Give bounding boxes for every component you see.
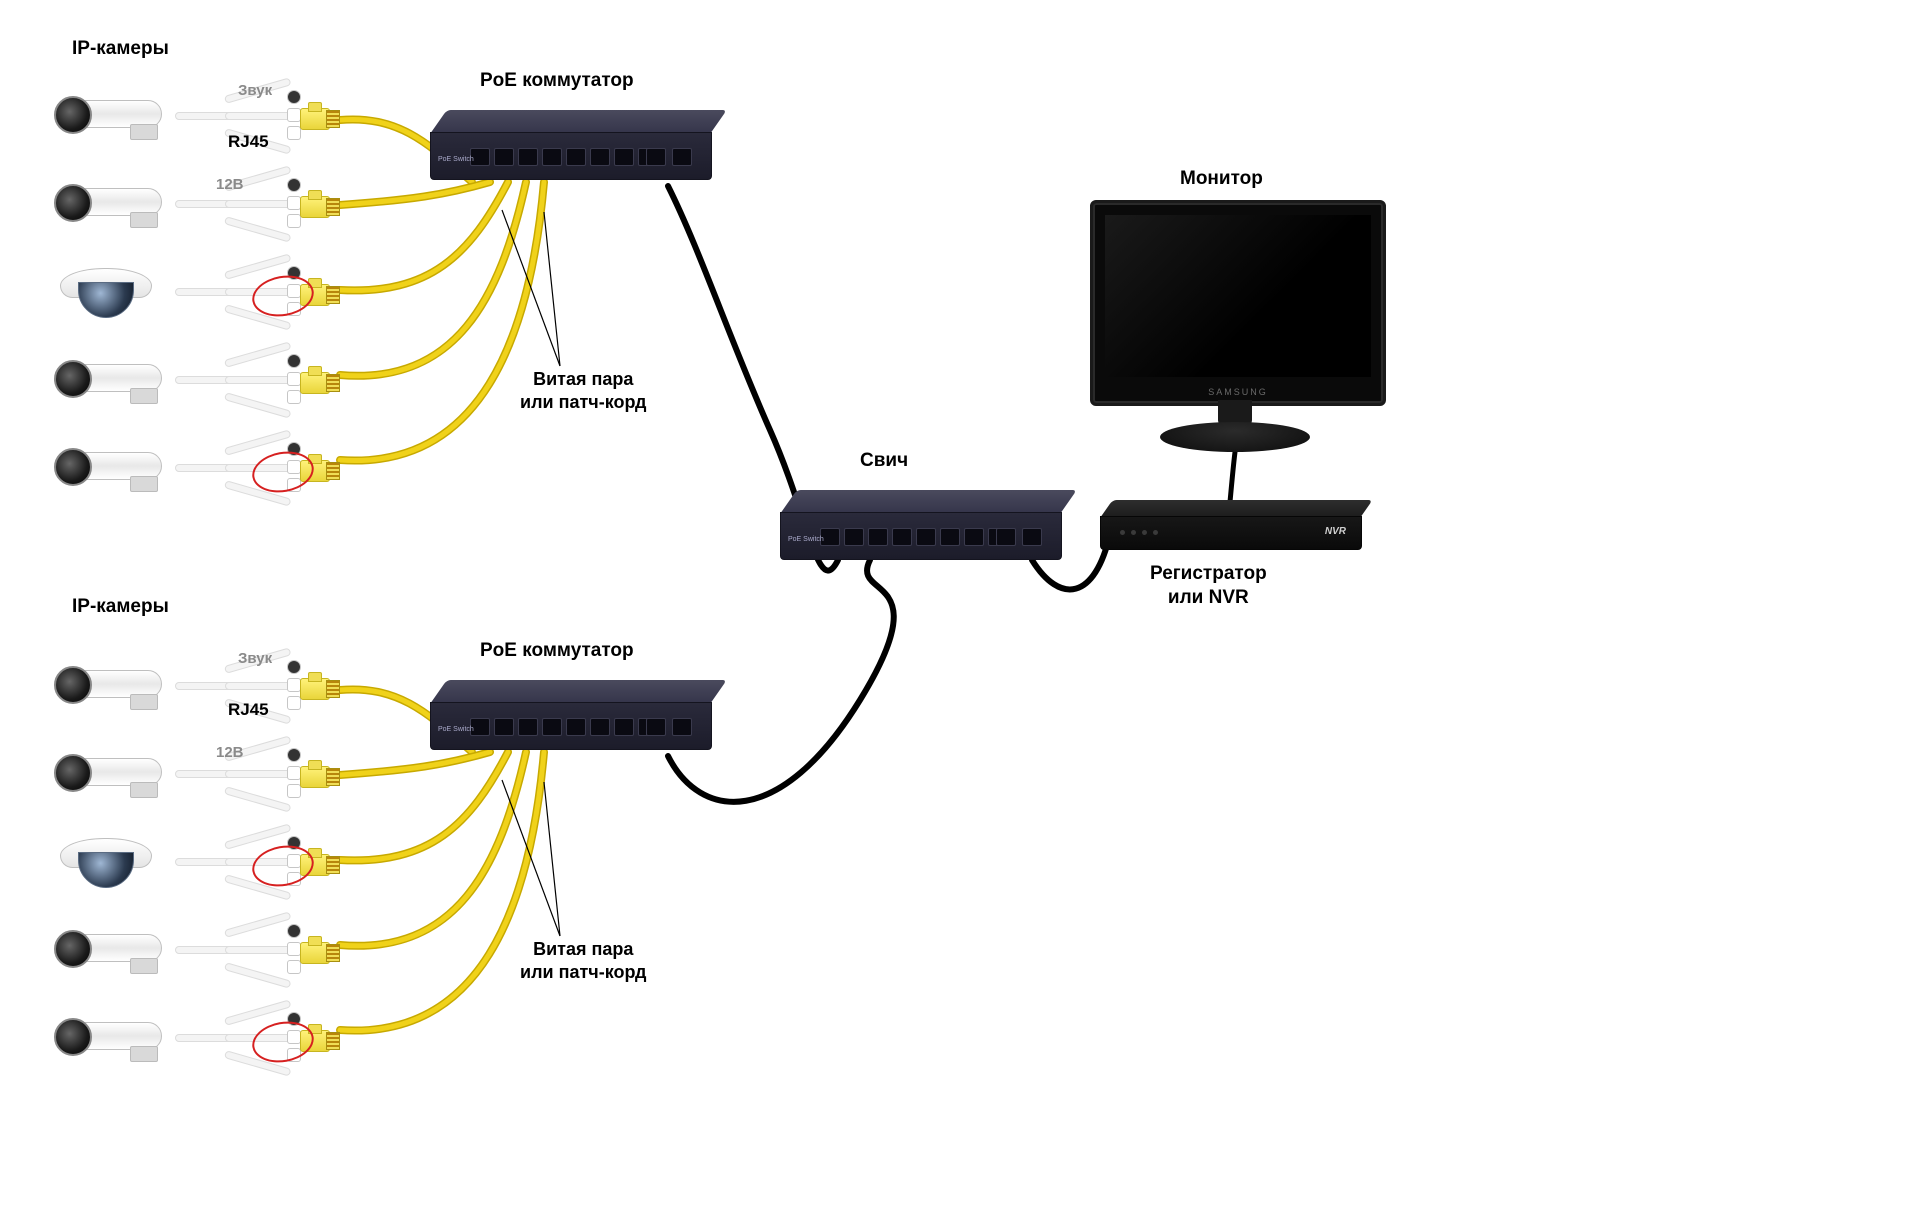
dome-camera-top-2 xyxy=(50,262,160,322)
bullet-camera-bottom-3 xyxy=(40,924,170,974)
twisted-pair-bottom-l2: или патч-корд xyxy=(520,962,646,982)
camera-pigtail-bottom-3 xyxy=(175,926,295,972)
sublabel-rj45-bottom: RJ45 xyxy=(228,700,269,720)
sublabel-audio-bottom: Звук xyxy=(238,650,272,667)
rj45-plug-bottom-3 xyxy=(300,940,340,964)
sublabel-rj45-top: RJ45 xyxy=(228,132,269,152)
core-switch: PoE Switch xyxy=(780,490,1060,562)
bullet-camera-bottom-0 xyxy=(40,660,170,710)
bullet-camera-bottom-1 xyxy=(40,748,170,798)
label-nvr-line1: Регистратор xyxy=(1150,563,1267,584)
label-poe-switch-bottom: PoE коммутатор xyxy=(480,640,634,662)
label-ip-cameras-bottom: IP-камеры xyxy=(72,596,169,618)
twisted-pair-top-l2: или патч-корд xyxy=(520,392,646,412)
sublabel-12v-top: 12В xyxy=(216,176,244,193)
rj45-plug-top-3 xyxy=(300,370,340,394)
bullet-camera-top-4 xyxy=(40,442,170,492)
label-nvr: Регистратор или NVR xyxy=(1150,562,1267,610)
twisted-pair-top-l1: Витая пара xyxy=(533,369,633,389)
sublabel-12v-bottom: 12В xyxy=(216,744,244,761)
dome-camera-bottom-2 xyxy=(50,832,160,892)
bullet-camera-top-0 xyxy=(40,90,170,140)
poe-switch-bottom: PoE Switch xyxy=(430,680,710,752)
rj45-plug-bottom-0 xyxy=(300,676,340,700)
label-switch: Свич xyxy=(860,450,908,472)
twisted-pair-bottom-l1: Витая пара xyxy=(533,939,633,959)
monitor: SAMSUNG xyxy=(1090,200,1380,460)
label-twisted-pair-bottom: Витая пара или патч-корд xyxy=(520,938,646,983)
bullet-camera-top-1 xyxy=(40,178,170,228)
bullet-camera-bottom-4 xyxy=(40,1012,170,1062)
label-nvr-line2: или NVR xyxy=(1168,587,1249,608)
label-ip-cameras-top: IP-камеры xyxy=(72,38,169,60)
label-poe-switch-top: PoE коммутатор xyxy=(480,70,634,92)
rj45-plug-top-1 xyxy=(300,194,340,218)
label-twisted-pair-top: Витая пара или патч-корд xyxy=(520,368,646,413)
camera-pigtail-top-3 xyxy=(175,356,295,402)
label-monitor: Монитор xyxy=(1180,168,1263,190)
rj45-plug-top-0 xyxy=(300,106,340,130)
poe-switch-top: PoE Switch xyxy=(430,110,710,182)
bullet-camera-top-3 xyxy=(40,354,170,404)
rj45-plug-bottom-1 xyxy=(300,764,340,788)
nvr-recorder: NVR xyxy=(1100,500,1360,550)
sublabel-audio-top: Звук xyxy=(238,82,272,99)
